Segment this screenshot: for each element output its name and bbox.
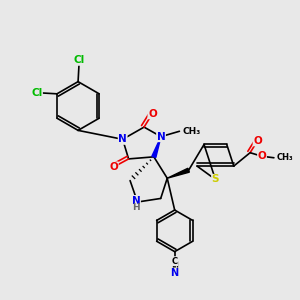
Text: CH₃: CH₃ [182, 127, 201, 136]
Text: N: N [171, 268, 179, 278]
Text: N: N [157, 132, 165, 142]
Polygon shape [167, 168, 189, 178]
Text: N: N [132, 196, 140, 206]
Text: S: S [212, 174, 219, 184]
Text: N: N [118, 134, 127, 144]
Text: O: O [110, 162, 118, 172]
Text: C: C [172, 257, 178, 266]
Polygon shape [152, 136, 161, 158]
Text: H: H [132, 203, 140, 212]
Text: CH₃: CH₃ [276, 153, 293, 162]
Text: Cl: Cl [74, 55, 85, 65]
Text: O: O [258, 151, 266, 161]
Text: O: O [148, 109, 157, 119]
Text: Cl: Cl [31, 88, 42, 98]
Text: O: O [253, 136, 262, 146]
